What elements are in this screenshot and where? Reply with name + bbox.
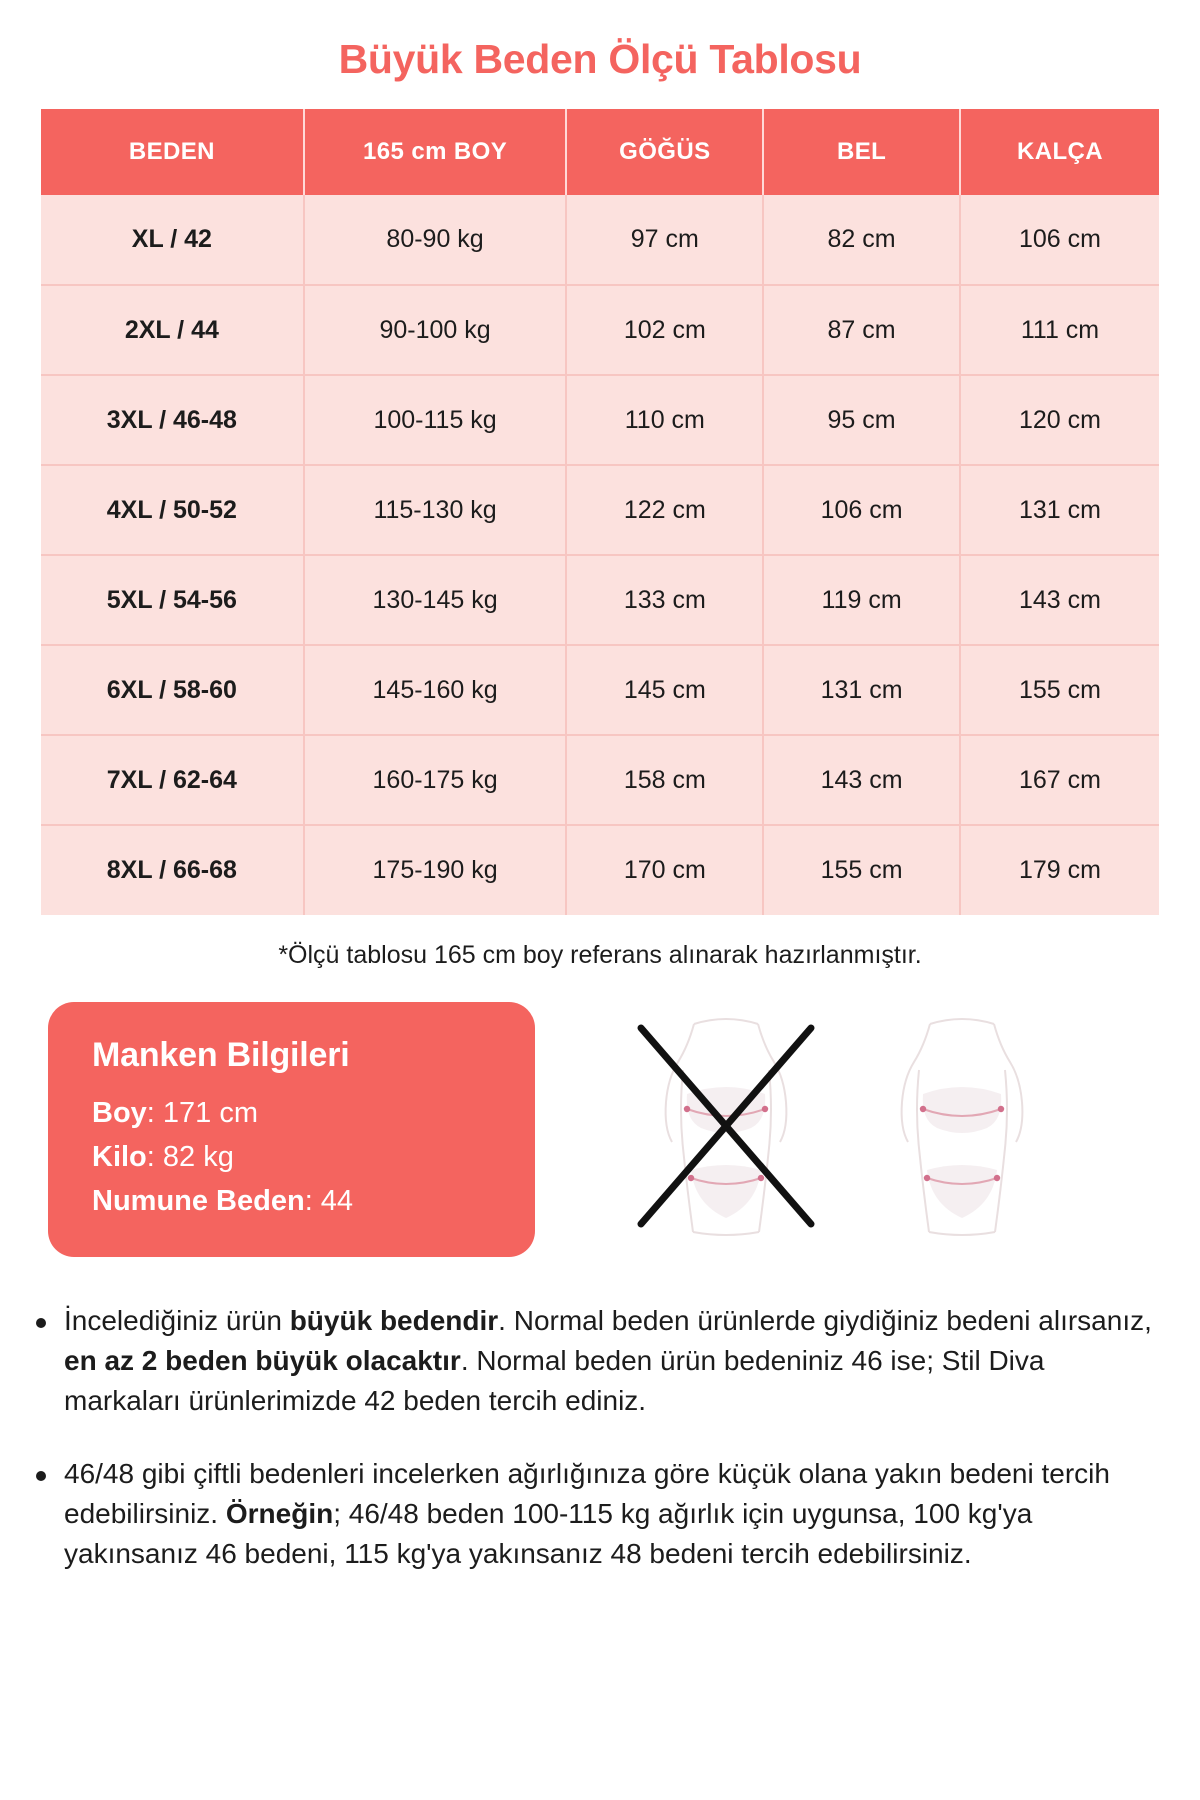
model-info-row: Manken Bilgileri Boy: 171 cm Kilo: 82 kg… [0, 1002, 1200, 1258]
model-height-value: : 171 cm [146, 1097, 259, 1129]
cell-bel: 119 cm [763, 555, 961, 646]
cell-bel: 106 cm [763, 465, 961, 556]
cell-boy: 80-90 kg [303, 195, 568, 286]
table-row: XL / 42 80-90 kg 97 cm 82 cm 106 cm [41, 195, 1159, 286]
cell-boy: 100-115 kg [303, 375, 568, 466]
table-row: 5XL / 54-56 130-145 kg 133 cm 119 cm 143 cm [41, 555, 1159, 646]
table-row: 7XL / 62-64 160-175 kg 158 cm 143 cm 167 cm [41, 735, 1159, 826]
size-table-container: BEDEN 165 cm BOY GÖĞÜS BEL KALÇA XL / 42… [41, 109, 1159, 915]
note-fragment: . Normal beden ürün bedeniniz 46 ise; St… [64, 1344, 1045, 1416]
note-text: İncelediğiniz ürün büyük bedendir. Norma… [64, 1301, 1166, 1420]
note-fragment: İncelediğiniz ürün [64, 1305, 290, 1337]
model-sample-size-line: Numune Beden: 44 [92, 1179, 535, 1223]
model-height-line: Boy: 171 cm [92, 1091, 535, 1135]
bullet-icon [36, 1318, 46, 1329]
page-title: Büyük Beden Ölçü Tablosu [338, 36, 862, 82]
note-fragment: . Normal beden ürünlerde giydiğiniz bede… [498, 1305, 1152, 1337]
cell-boy: 115-130 kg [303, 465, 568, 556]
table-row: 2XL / 44 90-100 kg 102 cm 87 cm 111 cm [41, 285, 1159, 376]
incorrect-measuring-figure [621, 1010, 831, 1242]
cell-gogus: 102 cm [566, 285, 765, 376]
cell-bel: 131 cm [763, 645, 961, 736]
measuring-figures [535, 1002, 1152, 1242]
female-torso-correct-icon [900, 1018, 1023, 1236]
table-row: 3XL / 46-48 100-115 kg 110 cm 95 cm 120 cm [41, 375, 1159, 466]
cell-kalca: 167 cm [959, 735, 1159, 826]
model-sample-size-label: Numune Beden [92, 1185, 305, 1218]
cell-gogus: 170 cm [566, 825, 765, 915]
cell-bel: 143 cm [763, 735, 961, 826]
model-height-label: Boy [92, 1097, 147, 1129]
cell-kalca: 131 cm [959, 465, 1159, 556]
cell-kalca: 143 cm [959, 555, 1159, 646]
cell-gogus: 158 cm [566, 735, 765, 826]
cell-beden: 3XL / 46-48 [41, 375, 305, 466]
size-table: BEDEN 165 cm BOY GÖĞÜS BEL KALÇA XL / 42… [41, 109, 1159, 915]
table-header-row: BEDEN 165 cm BOY GÖĞÜS BEL KALÇA [41, 109, 1159, 195]
table-body: XL / 42 80-90 kg 97 cm 82 cm 106 cm 2XL / 44 9… [41, 195, 1159, 915]
column-header-kalca: KALÇA [959, 109, 1159, 195]
cell-beden: 8XL / 66-68 [41, 825, 305, 915]
cell-boy: 90-100 kg [303, 285, 568, 376]
sizing-notes: İncelediğiniz ürün büyük bedendir. Norma… [0, 1301, 1200, 1574]
cell-kalca: 106 cm [959, 195, 1159, 286]
note-fragment: ; 46/48 beden 100-115 kg ağırlık için uy… [64, 1498, 1033, 1569]
correct-measuring-figure [857, 1010, 1067, 1242]
model-weight-value: : 82 kg [146, 1141, 234, 1174]
female-torso-wrong-icon [637, 1018, 814, 1236]
model-weight-line: Kilo: 82 kg [92, 1135, 535, 1179]
note-item: İncelediğiniz ürün büyük bedendir. Norma… [26, 1301, 1166, 1420]
note-emphasis: Örneğin [225, 1498, 334, 1530]
cell-gogus: 97 cm [566, 195, 765, 286]
bullet-icon [36, 1471, 46, 1482]
cell-beden: 4XL / 50-52 [41, 465, 305, 556]
cell-gogus: 133 cm [566, 555, 765, 646]
note-text: 46/48 gibi çiftli bedenleri incelerken a… [64, 1454, 1166, 1573]
table-footnote: *Ölçü tablosu 165 cm boy referans alınar… [278, 941, 922, 969]
note-emphasis: en az 2 beden büyük olacaktır [64, 1344, 461, 1376]
cell-boy: 160-175 kg [303, 735, 568, 826]
cell-beden: XL / 42 [41, 195, 305, 286]
cell-kalca: 179 cm [959, 825, 1159, 915]
cell-gogus: 122 cm [566, 465, 765, 556]
note-item: 46/48 gibi çiftli bedenleri incelerken a… [26, 1454, 1166, 1573]
cell-bel: 82 cm [763, 195, 961, 286]
table-row: 4XL / 50-52 115-130 kg 122 cm 106 cm 131 cm [41, 465, 1159, 556]
column-header-bel: BEL [763, 109, 961, 195]
cross-out-mark [637, 1024, 814, 1228]
table-row: 6XL / 58-60 145-160 kg 145 cm 131 cm 155 cm [41, 645, 1159, 736]
cell-gogus: 110 cm [566, 375, 765, 466]
model-card-title: Manken Bilgileri [92, 1036, 350, 1074]
note-fragment: 46/48 gibi çiftli bedenleri incelerken a… [64, 1458, 1110, 1530]
model-info-card: Manken Bilgileri Boy: 171 cm Kilo: 82 kg… [48, 1002, 535, 1258]
cell-kalca: 120 cm [959, 375, 1159, 466]
column-header-boy: 165 cm BOY [303, 109, 568, 195]
note-emphasis: büyük bedendir [289, 1305, 499, 1337]
cell-boy: 130-145 kg [303, 555, 568, 646]
model-sample-size-value: : 44 [304, 1185, 354, 1218]
cell-kalca: 155 cm [959, 645, 1159, 736]
cell-bel: 155 cm [763, 825, 961, 915]
cell-gogus: 145 cm [566, 645, 765, 736]
table-header: BEDEN 165 cm BOY GÖĞÜS BEL KALÇA [41, 109, 1159, 195]
cell-boy: 175-190 kg [303, 825, 568, 915]
cell-beden: 6XL / 58-60 [41, 645, 305, 736]
cell-beden: 2XL / 44 [41, 285, 305, 376]
cell-beden: 5XL / 54-56 [41, 555, 305, 646]
cell-bel: 87 cm [763, 285, 961, 376]
column-header-beden: BEDEN [41, 109, 305, 195]
column-header-gogus: GÖĞÜS [566, 109, 765, 195]
cell-boy: 145-160 kg [303, 645, 568, 736]
table-row: 8XL / 66-68 175-190 kg 170 cm 155 cm 179 cm [41, 825, 1159, 915]
cell-kalca: 111 cm [959, 285, 1159, 376]
cell-beden: 7XL / 62-64 [41, 735, 305, 826]
model-weight-label: Kilo [92, 1141, 147, 1174]
cell-bel: 95 cm [763, 375, 961, 466]
